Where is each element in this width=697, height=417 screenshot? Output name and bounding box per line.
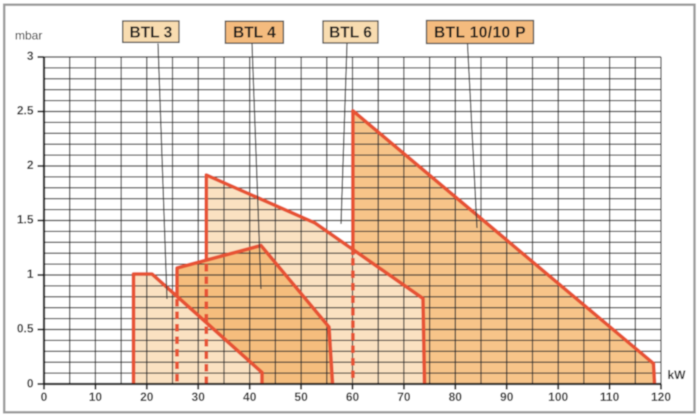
- svg-text:0: 0: [41, 390, 48, 404]
- svg-text:1.5: 1.5: [17, 213, 34, 227]
- svg-text:1: 1: [27, 267, 34, 281]
- svg-text:30: 30: [192, 390, 206, 404]
- svg-text:100: 100: [548, 390, 568, 404]
- svg-text:120: 120: [651, 390, 671, 404]
- svg-text:BTL 10/10 P: BTL 10/10 P: [434, 24, 526, 41]
- svg-text:BTL 4: BTL 4: [233, 25, 276, 42]
- svg-text:2: 2: [27, 158, 34, 172]
- svg-text:10: 10: [89, 390, 103, 404]
- svg-text:60: 60: [346, 390, 360, 404]
- svg-text:90: 90: [500, 390, 514, 404]
- svg-text:0: 0: [27, 377, 34, 391]
- svg-text:50: 50: [294, 390, 308, 404]
- svg-text:0.5: 0.5: [17, 322, 34, 336]
- svg-text:3: 3: [27, 49, 34, 63]
- svg-text:BTL 6: BTL 6: [329, 24, 372, 41]
- svg-text:kW: kW: [668, 368, 687, 382]
- svg-text:20: 20: [140, 390, 154, 404]
- svg-text:70: 70: [397, 390, 411, 404]
- svg-text:40: 40: [243, 390, 257, 404]
- svg-text:BTL 3: BTL 3: [130, 24, 173, 41]
- svg-text:110: 110: [600, 390, 620, 404]
- svg-text:80: 80: [449, 390, 463, 404]
- svg-text:2.5: 2.5: [17, 104, 34, 118]
- svg-text:mbar: mbar: [15, 29, 42, 43]
